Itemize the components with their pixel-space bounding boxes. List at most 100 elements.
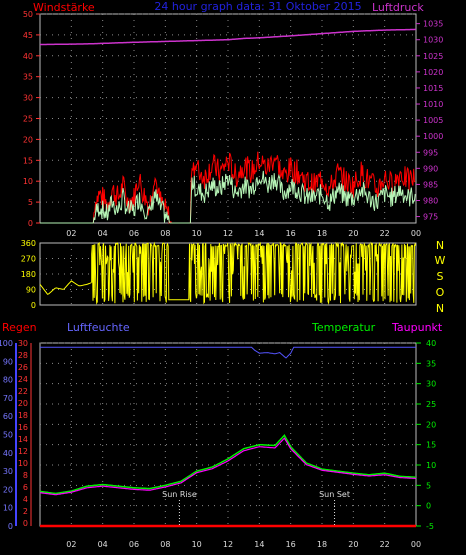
hour-tick-label: 04 bbox=[98, 540, 108, 549]
hour-tick-label: 14 bbox=[254, 540, 264, 549]
wind-pressure-series bbox=[40, 28, 416, 225]
wind-tick-label: 35 bbox=[23, 73, 33, 82]
rain-tick-label: 60 bbox=[3, 412, 13, 421]
humidity-tick-label: 16 bbox=[18, 423, 28, 432]
hour-tick-label: 00 bbox=[411, 540, 421, 549]
wind-direction-axis: 0 90 180 270 360 bbox=[21, 239, 36, 310]
humidity-tick-label: 2 bbox=[23, 507, 28, 516]
hour-tick-label: 04 bbox=[98, 229, 108, 238]
humidity-tick-label: 8 bbox=[23, 471, 28, 480]
chart-title: 24 hour graph data: 31 Oktober 2015 bbox=[154, 0, 361, 13]
wind-speed-label: Windstärke bbox=[33, 1, 95, 14]
hour-tick-label: 20 bbox=[348, 229, 358, 238]
rain-tick-label: 30 bbox=[3, 467, 13, 476]
temperature-humidity-panel: 0102030405060708090100024681012141618202… bbox=[0, 321, 443, 549]
temperature-tick-label: 30 bbox=[426, 380, 436, 389]
temperature-tick-label: -5 bbox=[426, 522, 434, 531]
compass-label-n-bottom: N bbox=[436, 302, 444, 315]
pressure-tick-label: 1020 bbox=[423, 68, 443, 77]
wind-speed-axis: 0 5 10 15 20 25 30 35 40 45 50 02 04 06 08 10 12 14 16 18 20… bbox=[23, 10, 421, 238]
hour-tick-label: 22 bbox=[380, 540, 390, 549]
temperature-humidity-frame bbox=[39, 342, 417, 527]
hour-tick-label: 18 bbox=[317, 229, 327, 238]
temperature-tick-label: 35 bbox=[426, 359, 436, 368]
direction-line bbox=[39, 280, 92, 295]
hour-tick-label: 16 bbox=[286, 540, 296, 549]
wind-tick-label: 10 bbox=[23, 177, 33, 186]
pressure-axis: 975 980 985 990 995 1000 1005 1010 1015 1020 1025 1… bbox=[416, 20, 443, 222]
hour-tick-label: 10 bbox=[192, 540, 202, 549]
temperature-line bbox=[39, 434, 416, 495]
humidity-line bbox=[40, 346, 416, 359]
wind-tick-label: 30 bbox=[23, 94, 33, 103]
hour-tick-label: 06 bbox=[129, 229, 139, 238]
pressure-label: Luftdruck bbox=[372, 1, 424, 14]
temperature-label: Temperatur bbox=[311, 321, 376, 334]
compass-labels: N W S O N bbox=[435, 239, 446, 315]
direction-tick-label: 360 bbox=[21, 239, 36, 248]
pressure-tick-label: 985 bbox=[423, 180, 438, 189]
humidity-tick-label: 20 bbox=[18, 399, 28, 408]
hour-tick-label: 08 bbox=[160, 229, 170, 238]
wind-gust-line bbox=[40, 151, 416, 225]
humidity-tick-label: 6 bbox=[23, 483, 28, 492]
temperature-tick-label: 15 bbox=[426, 441, 436, 450]
wind-tick-label: 0 bbox=[28, 219, 33, 228]
humidity-tick-label: 30 bbox=[18, 339, 28, 348]
hour-tick-label: 14 bbox=[254, 229, 264, 238]
pressure-tick-label: 1005 bbox=[423, 116, 443, 125]
temperature-tick-label: 20 bbox=[426, 420, 436, 429]
direction-variable-line bbox=[91, 241, 417, 305]
hour-tick-label: 02 bbox=[66, 540, 76, 549]
pressure-tick-label: 1010 bbox=[423, 100, 443, 109]
humidity-tick-label: 14 bbox=[18, 435, 28, 444]
rain-tick-label: 80 bbox=[3, 376, 13, 385]
wind-direction-series bbox=[39, 241, 417, 305]
rain-tick-label: 50 bbox=[3, 431, 13, 440]
wind-tick-label: 40 bbox=[23, 52, 33, 61]
pressure-tick-label: 980 bbox=[423, 196, 438, 205]
hour-tick-label: 12 bbox=[223, 229, 233, 238]
humidity-tick-label: 0 bbox=[23, 519, 28, 528]
compass-label-s: S bbox=[437, 270, 444, 283]
temperature-humidity-axes: 0102030405060708090100024681012141618202… bbox=[0, 339, 436, 549]
hour-tick-label: 18 bbox=[317, 540, 327, 549]
temperature-humidity-series bbox=[39, 346, 416, 528]
hour-tick-label: 22 bbox=[380, 229, 390, 238]
humidity-tick-label: 22 bbox=[18, 387, 28, 396]
hour-tick-label: 20 bbox=[348, 540, 358, 549]
hour-tick-label: 12 bbox=[223, 540, 233, 549]
compass-label-w: W bbox=[435, 254, 446, 267]
temperature-tick-label: 25 bbox=[426, 400, 436, 409]
pressure-tick-label: 975 bbox=[423, 213, 438, 222]
humidity-tick-label: 24 bbox=[18, 375, 28, 384]
pressure-tick-label: 1025 bbox=[423, 52, 443, 61]
pressure-tick-label: 1030 bbox=[423, 36, 443, 45]
dewpoint-label: Taupunkt bbox=[391, 321, 443, 334]
temperature-tick-label: 10 bbox=[426, 461, 436, 470]
rain-tick-label: 10 bbox=[3, 504, 13, 513]
wind-mean-line bbox=[40, 170, 416, 224]
wind-direction-panel: 0 90 180 270 360 N W S O N bbox=[21, 239, 446, 315]
temperature-tick-label: 40 bbox=[426, 339, 436, 348]
pressure-tick-label: 1000 bbox=[423, 132, 443, 141]
rain-tick-label: 20 bbox=[3, 485, 13, 494]
direction-tick-label: 270 bbox=[21, 255, 36, 264]
humidity-tick-label: 18 bbox=[18, 411, 28, 420]
sunset-marker-label: Sun Set bbox=[319, 490, 350, 499]
sun-markers: Sun Rise Sun Set bbox=[162, 490, 350, 526]
rain-tick-label: 90 bbox=[3, 357, 13, 366]
wind-tick-label: 50 bbox=[23, 10, 33, 19]
wind-tick-label: 20 bbox=[23, 135, 33, 144]
humidity-tick-label: 28 bbox=[18, 351, 28, 360]
rain-tick-label: 100 bbox=[0, 339, 13, 348]
humidity-tick-label: 4 bbox=[23, 495, 28, 504]
pressure-tick-label: 1015 bbox=[423, 84, 443, 93]
hour-tick-label: 10 bbox=[192, 229, 202, 238]
humidity-label: Luftfeuchte bbox=[67, 321, 130, 334]
rain-tick-label: 0 bbox=[8, 522, 13, 531]
temperature-tick-label: 0 bbox=[426, 502, 431, 511]
direction-tick-label: 180 bbox=[21, 270, 36, 279]
